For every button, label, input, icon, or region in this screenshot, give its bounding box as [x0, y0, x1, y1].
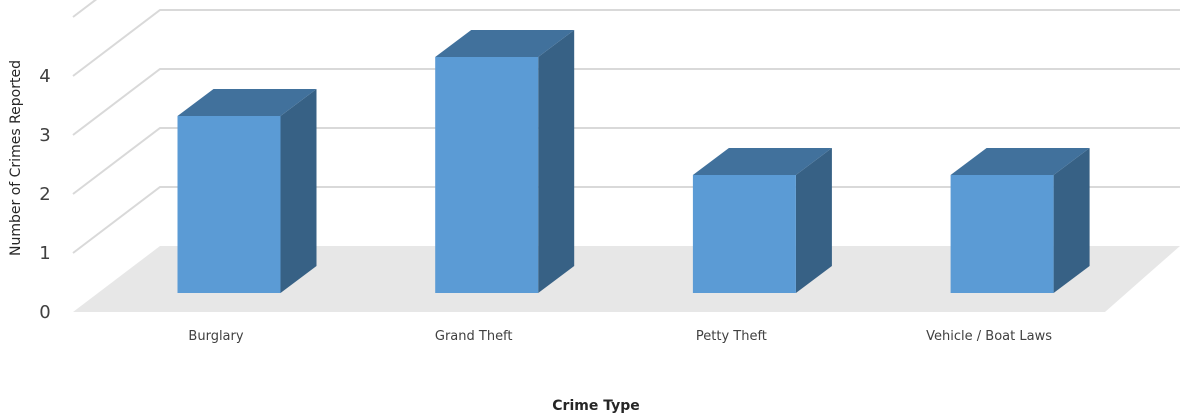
gridline	[72, 186, 1180, 254]
bar-front	[950, 175, 1054, 293]
bar-front	[692, 175, 796, 293]
chart-floor	[73, 246, 1180, 312]
y-tick-label: 1	[39, 243, 50, 264]
bar-top	[177, 89, 317, 116]
gridline	[72, 68, 1180, 136]
y-tick-label: 2	[39, 184, 50, 205]
bar-top	[950, 148, 1090, 175]
bar-front	[177, 116, 281, 293]
y-tick-label: 4	[39, 66, 50, 87]
bar-side	[1053, 148, 1090, 293]
gridline	[72, 127, 1180, 195]
bar-side	[280, 89, 317, 293]
y-axis-title: Number of Crimes Reported	[8, 60, 24, 256]
bar-front	[435, 57, 539, 293]
x-tick-label: Grand Theft	[435, 329, 513, 344]
bar-vehicle-boat-laws	[950, 148, 1090, 293]
gridline	[72, 0, 98, 18]
x-axis-title: Crime Type	[552, 398, 639, 414]
gridline	[72, 9, 1180, 77]
bar-top	[435, 30, 575, 57]
bar-petty-theft	[692, 148, 832, 293]
bar-top	[692, 148, 832, 175]
y-tick-label: 0	[39, 302, 50, 323]
x-tick-label: Vehicle / Boat Laws	[926, 329, 1052, 344]
bar-side	[795, 148, 832, 293]
y-tick-label: 3	[39, 125, 50, 146]
x-tick-label: Burglary	[188, 329, 243, 344]
bar-side	[538, 30, 575, 293]
bar-burglary	[177, 89, 317, 293]
x-tick-label: Petty Theft	[696, 329, 767, 344]
bar-grand-theft	[435, 30, 575, 293]
